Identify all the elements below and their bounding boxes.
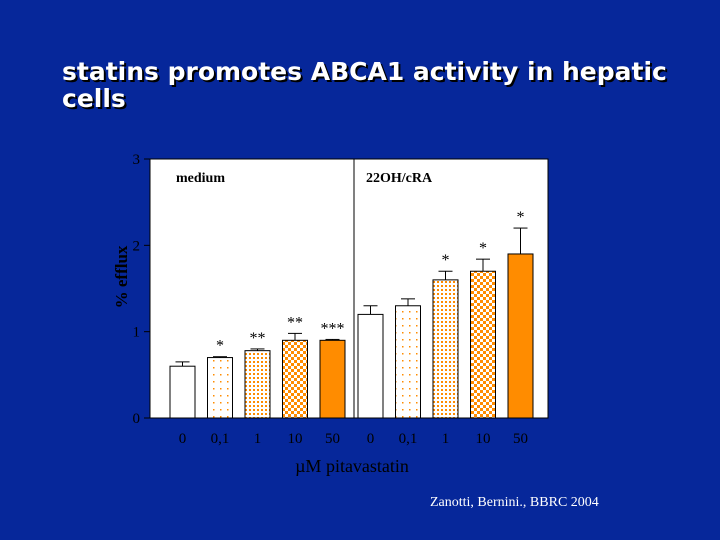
bar xyxy=(207,357,233,419)
significance-label: ** xyxy=(250,330,266,347)
significance-label: * xyxy=(517,209,525,226)
slide-title: statins promotes ABCA1 activity in hepat… xyxy=(62,57,667,113)
bar xyxy=(169,365,196,419)
bar xyxy=(282,339,308,419)
y-tick-label: 0 xyxy=(133,411,141,427)
bar xyxy=(470,270,496,419)
bar xyxy=(507,253,534,419)
y-tick-label: 2 xyxy=(133,238,141,254)
bar xyxy=(395,305,421,419)
x-tick-label: 0,1 xyxy=(399,431,418,447)
panel-label: medium xyxy=(176,171,225,186)
citation: Zanotti, Bernini., BBRC 2004 xyxy=(430,495,599,510)
significance-label: * xyxy=(479,240,487,257)
panel-label: 22OH/cRA xyxy=(366,171,433,186)
x-tick-label: 0 xyxy=(367,431,375,447)
bar xyxy=(244,350,271,419)
x-tick-label: 50 xyxy=(513,431,528,447)
x-tick-label: 1 xyxy=(442,431,450,447)
x-tick-label: 10 xyxy=(288,431,303,447)
x-tick-label: 0 xyxy=(179,431,187,447)
significance-label: * xyxy=(442,252,450,269)
y-tick-label: 1 xyxy=(133,325,141,341)
significance-label: * xyxy=(216,338,224,355)
bar xyxy=(432,279,459,419)
bar xyxy=(319,339,346,419)
y-tick-label: 3 xyxy=(133,152,141,168)
x-tick-label: 50 xyxy=(325,431,340,447)
x-tick-label: 1 xyxy=(254,431,262,447)
significance-label: ** xyxy=(287,314,303,331)
significance-label: *** xyxy=(321,320,345,337)
x-tick-label: 0,1 xyxy=(211,431,230,447)
x-tick-label: 10 xyxy=(476,431,491,447)
x-axis-label: µM pitavastatin xyxy=(295,456,409,476)
y-axis-label: % efflux xyxy=(112,245,131,308)
bar xyxy=(357,313,384,419)
